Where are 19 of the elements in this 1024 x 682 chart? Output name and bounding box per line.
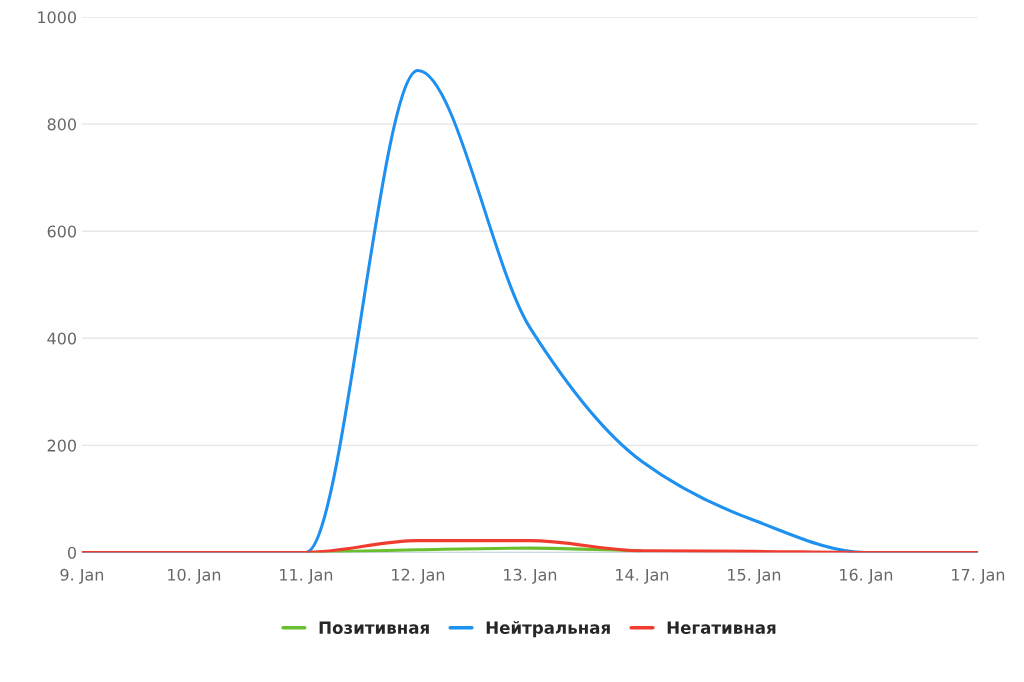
y-tick-label: 1000 xyxy=(38,11,76,24)
legend-label: Позитивная xyxy=(319,621,429,634)
x-tick-label: 10. Jan xyxy=(168,568,221,584)
x-tick-label: 9. Jan xyxy=(60,568,104,584)
legend-label: Негативная xyxy=(667,621,776,634)
y-tick-label: 800 xyxy=(47,118,76,131)
y-tick-label: 0 xyxy=(67,546,76,559)
y-tick-label: 200 xyxy=(47,439,76,452)
y-tick-label: 600 xyxy=(47,225,76,238)
legend-label: Нейтральная xyxy=(486,620,610,638)
x-tick-label: 11. Jan xyxy=(280,568,333,584)
x-tick-label: 17. Jan xyxy=(952,568,1005,584)
x-tick-label: 15. Jan xyxy=(728,568,781,584)
x-tick-label: 16. Jan xyxy=(840,568,893,584)
x-tick-label: 12. Jan xyxy=(392,568,445,584)
x-tick-label: 14. Jan xyxy=(616,568,669,584)
y-tick-label: 400 xyxy=(47,332,76,345)
x-tick-label: 13. Jan xyxy=(504,568,557,584)
line-series xyxy=(81,539,978,553)
